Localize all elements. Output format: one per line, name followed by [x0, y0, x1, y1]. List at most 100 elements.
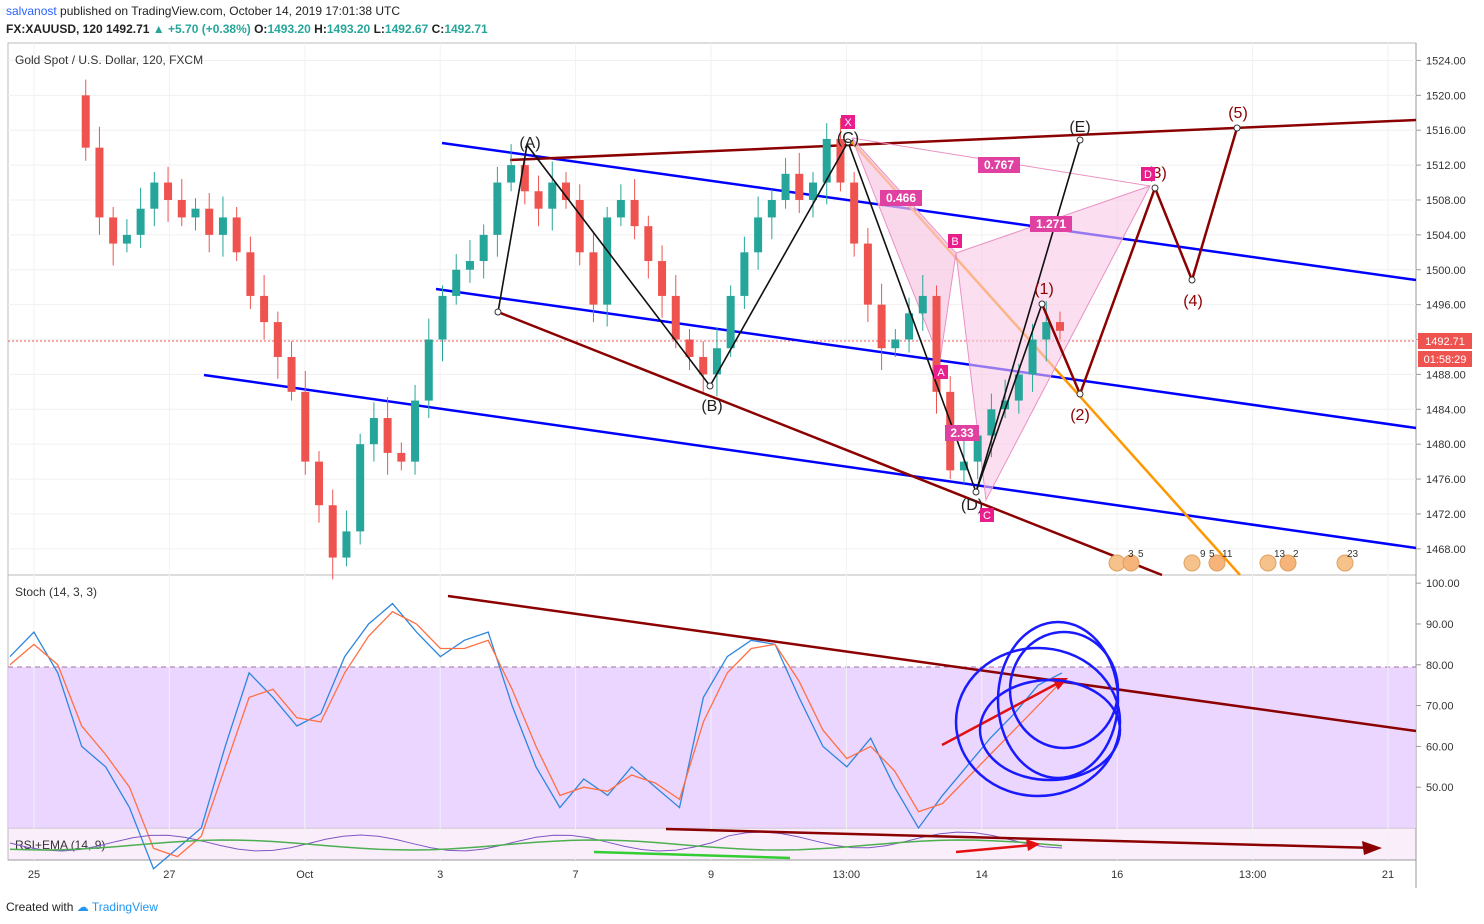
candle-body — [397, 452, 406, 462]
candle-body — [671, 295, 680, 340]
author-name[interactable]: salvanost — [6, 4, 57, 18]
candle-body — [218, 217, 227, 235]
channel-lower-line[interactable] — [203, 373, 1417, 550]
candle-body — [959, 461, 968, 471]
harmonic-point-b: B — [948, 234, 962, 248]
svg-text:B: B — [951, 236, 958, 248]
candle-body — [164, 182, 173, 200]
time-tick-label: 16 — [1111, 869, 1123, 881]
main-pane-title: Gold Spot / U.S. Dollar, 120, FXCM — [15, 53, 203, 67]
candle-body — [740, 252, 749, 296]
arrow-head-icon — [1362, 841, 1382, 855]
wave-d1-line — [975, 303, 1043, 493]
stoch-tick-label: 100.00 — [1426, 578, 1460, 590]
event-count: 9 — [1200, 549, 1206, 560]
candle-body — [342, 531, 351, 558]
svg-text:0.466: 0.466 — [886, 191, 916, 205]
wave-label-e: (E) — [1069, 119, 1090, 136]
rsi-trend-line[interactable] — [665, 827, 1377, 850]
candle-body — [836, 138, 845, 183]
svg-text:0.767: 0.767 — [984, 158, 1014, 172]
event-count: 3 — [1128, 549, 1134, 560]
harmonic-point-x: X — [841, 115, 855, 129]
candle-body — [685, 339, 694, 357]
candle-body — [973, 435, 982, 462]
candle-body — [1028, 339, 1037, 375]
candle-body — [589, 252, 598, 305]
price-tick-label: 1508.00 — [1426, 195, 1466, 207]
harmonic-point-c: C — [980, 508, 994, 522]
wave-point — [1188, 276, 1196, 284]
wave-points — [494, 124, 1241, 496]
candle-body — [850, 182, 859, 244]
event-count: 23 — [1347, 549, 1359, 560]
event-count: 2 — [1293, 549, 1299, 560]
time-axis: 25 27 Oct 3 7 9 13:00 14 16 13:00 21 — [28, 869, 1394, 881]
wave-point — [1151, 184, 1159, 192]
channel-middle-line[interactable] — [435, 287, 1417, 430]
stoch-tick-label: 60.00 — [1426, 741, 1454, 753]
candle-body — [369, 418, 378, 445]
candle-body — [754, 217, 763, 253]
candle-body — [383, 418, 392, 453]
tradingview-logo-icon[interactable]: ☁ — [76, 900, 89, 914]
us-flag-icon — [1183, 554, 1226, 572]
candle-body — [191, 208, 200, 218]
fib-ratio-0466: 0.466 — [880, 190, 922, 206]
candle-body — [918, 295, 927, 314]
wave-label-4: (4) — [1183, 293, 1203, 310]
candles — [81, 79, 1064, 580]
candle-body — [356, 444, 365, 532]
candle-body — [493, 182, 502, 235]
high-value: 1493.20 — [326, 22, 371, 36]
us-flag-icon — [1259, 554, 1297, 572]
time-tick-label: Oct — [296, 869, 313, 881]
rsi-red-arrow — [955, 843, 1033, 854]
candle-body — [562, 182, 570, 200]
candle-body — [630, 199, 639, 227]
rsi-ema-line — [9, 839, 1063, 851]
triangle-lower-line[interactable] — [497, 310, 1163, 577]
price-tick-label: 1488.00 — [1426, 369, 1466, 381]
last-price: 1492.71 — [106, 22, 150, 36]
svg-text:A: A — [937, 367, 945, 379]
candle-body — [987, 409, 996, 436]
event-flags[interactable]: 3 5 9 5 11 13 2 23 — [1108, 549, 1359, 572]
price-axis: 1524.00 1520.00 1516.00 1512.00 1508.00 1504.… — [1416, 55, 1466, 556]
symbol-name: FX:XAUUSD, 120 — [6, 22, 103, 36]
wave-point — [844, 138, 852, 146]
stoch-tick-label: 70.00 — [1426, 701, 1454, 713]
wave-label-c: (C) — [837, 130, 859, 147]
candle-body — [699, 356, 708, 375]
price-tick-label: 1468.00 — [1426, 544, 1466, 556]
stoch-tick-label: 90.00 — [1426, 619, 1454, 631]
candle-body — [150, 182, 159, 209]
svg-text:1.271: 1.271 — [1036, 217, 1066, 231]
price-tick-label: 1496.00 — [1426, 300, 1466, 312]
time-tick-label: 21 — [1382, 869, 1394, 881]
wave-label-a: (A) — [519, 135, 540, 152]
triangle-upper-line[interactable] — [509, 118, 1417, 162]
fib-ratio-0767: 0.767 — [978, 157, 1020, 173]
candle-body — [1001, 400, 1010, 410]
channel-upper-line[interactable] — [441, 141, 1417, 282]
candle-body — [81, 95, 90, 148]
bar-countdown-badge: 01:58:29 — [1418, 351, 1472, 367]
candle-body — [424, 339, 433, 401]
candle-body — [575, 199, 584, 253]
stoch-series-line — [9, 610, 1063, 858]
stoch-tick-label: 80.00 — [1426, 660, 1454, 672]
wave-point — [1076, 136, 1084, 144]
stoch-trend-line[interactable] — [447, 594, 1417, 733]
time-tick-label: 13:00 — [833, 869, 861, 881]
us-flag-icon — [1336, 554, 1354, 572]
candle-body — [411, 400, 420, 462]
brand-name[interactable]: TradingView — [91, 900, 158, 914]
open-label: O: — [254, 22, 268, 36]
arrow-head-icon — [1026, 839, 1040, 851]
candle-body — [863, 243, 872, 305]
candle-body — [205, 208, 214, 235]
wave-point — [1038, 300, 1046, 308]
price-change: +5.70 (+0.38%) — [168, 22, 251, 36]
